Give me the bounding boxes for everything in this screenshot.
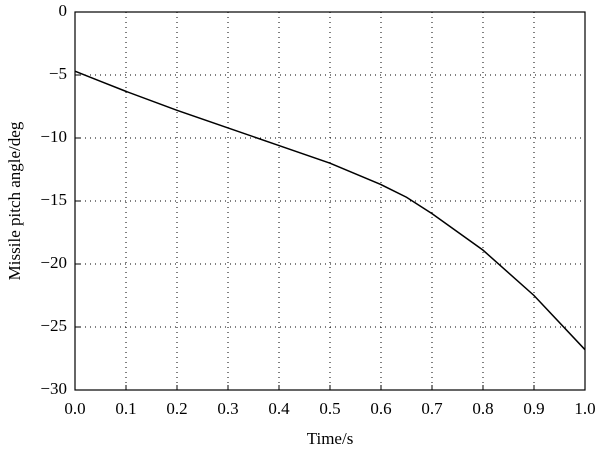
y-tick-label: 0 bbox=[59, 1, 68, 20]
x-tick-label: 0.3 bbox=[217, 399, 238, 418]
x-tick-label: 0.8 bbox=[472, 399, 493, 418]
x-tick-label: 0.7 bbox=[421, 399, 443, 418]
x-axis-label: Time/s bbox=[307, 429, 354, 448]
y-tick-label: −10 bbox=[40, 127, 67, 146]
x-tick-label: 0.4 bbox=[268, 399, 290, 418]
y-tick-label: −15 bbox=[40, 190, 67, 209]
x-tick-label: 0.9 bbox=[523, 399, 544, 418]
y-tick-label: −30 bbox=[40, 379, 67, 398]
y-axis-label: Missile pitch angle/deg bbox=[5, 121, 24, 280]
x-tick-label: 0.2 bbox=[166, 399, 187, 418]
x-tick-label: 0.0 bbox=[64, 399, 85, 418]
y-tick-label: −20 bbox=[40, 253, 67, 272]
x-tick-label: 0.5 bbox=[319, 399, 340, 418]
y-tick-label: −5 bbox=[49, 64, 67, 83]
data-line bbox=[74, 70, 586, 351]
x-tick-label: 1.0 bbox=[574, 399, 595, 418]
x-tick-label: 0.1 bbox=[115, 399, 136, 418]
y-tick-label: −25 bbox=[40, 316, 67, 335]
x-tick-label: 0.6 bbox=[370, 399, 391, 418]
